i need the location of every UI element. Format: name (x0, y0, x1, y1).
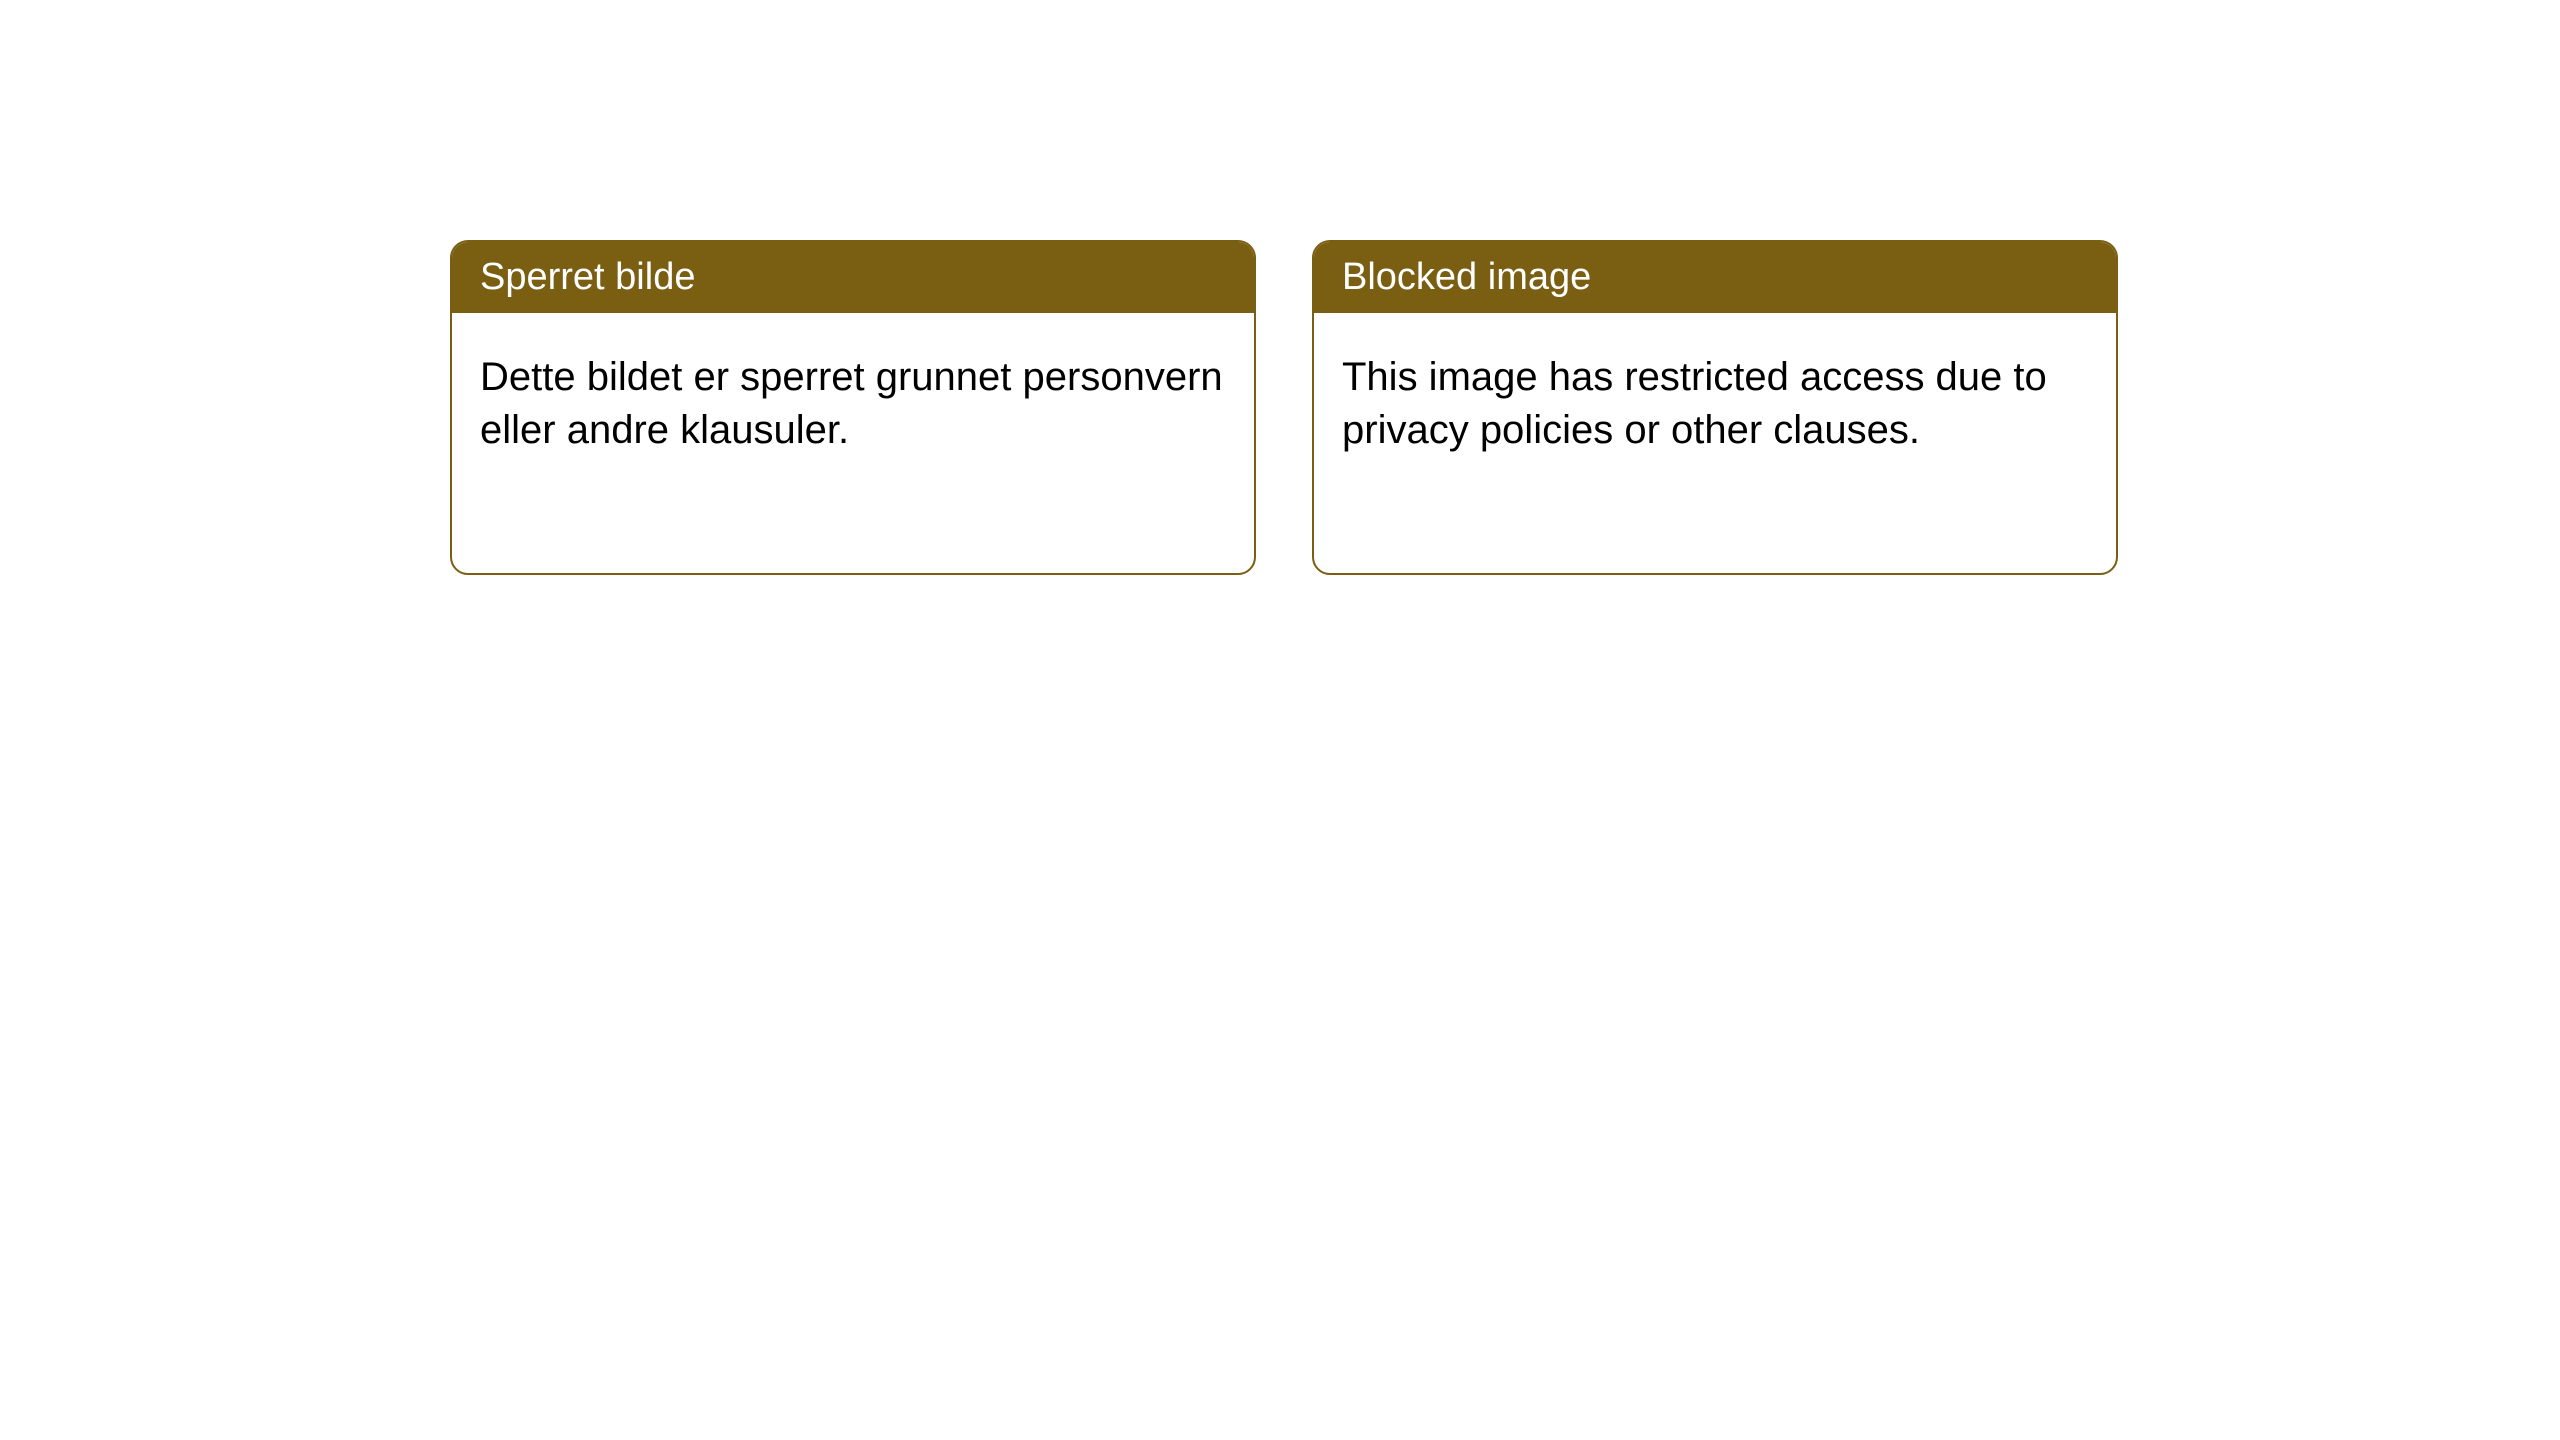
notice-body-english: This image has restricted access due to … (1314, 313, 2116, 495)
notice-title-english: Blocked image (1314, 242, 2116, 313)
notice-card-norwegian: Sperret bilde Dette bildet er sperret gr… (450, 240, 1256, 575)
notice-card-english: Blocked image This image has restricted … (1312, 240, 2118, 575)
notice-title-norwegian: Sperret bilde (452, 242, 1254, 313)
notice-container: Sperret bilde Dette bildet er sperret gr… (0, 0, 2560, 575)
notice-body-norwegian: Dette bildet er sperret grunnet personve… (452, 313, 1254, 495)
